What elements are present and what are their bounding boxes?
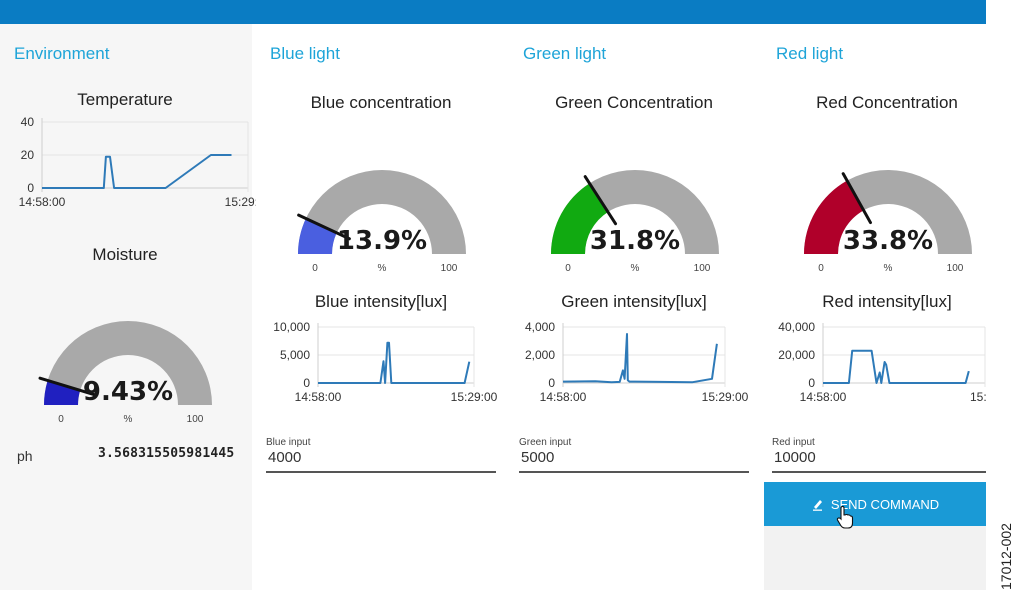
gauge-min-label: 0 [818, 263, 824, 274]
group-title-environment: Environment [14, 44, 110, 63]
gauge-needle [38, 376, 96, 396]
moisture-title: Moisture [92, 245, 158, 264]
green-input-wrap: Green input [519, 437, 749, 473]
ph-label: ph [17, 448, 33, 464]
red-concentration-title: Red Concentration [816, 93, 958, 112]
gauge-fill [804, 180, 864, 254]
red-intensity-title: Red intensity[lux] [822, 292, 952, 311]
x-tick-label: 14:58:00 [800, 390, 847, 404]
gauge-value: 13.9% [337, 226, 427, 256]
y-tick-label: 5,000 [280, 348, 310, 362]
blue-input-wrap: Blue input [266, 437, 496, 473]
gauge-fill [44, 380, 81, 405]
green-intensity-title: Green intensity[lux] [561, 292, 707, 311]
red-input[interactable] [774, 449, 986, 466]
x-tick-label: 14:58:00 [540, 390, 587, 404]
green-light-group: Green light Green Concentration 31.8% 0% 1… [509, 24, 759, 590]
gauge-min-label: 0 [565, 263, 571, 274]
y-tick-label: 0 [27, 181, 34, 195]
gauge-min-label: 0 [58, 414, 64, 425]
x-tick-label: 15:29:00 [702, 390, 749, 404]
y-tick-label: 2,000 [525, 348, 555, 362]
gauge-min-label: 0 [312, 263, 318, 274]
gauge-max-label: 100 [947, 263, 964, 274]
hand-cursor-icon [836, 506, 854, 529]
series-line [42, 154, 232, 189]
environment-group: Environment Temperature 40 20 0 14:58:00 15:… [0, 24, 272, 590]
gauge-value: 9.43% [83, 377, 173, 407]
gauge-max-label: 100 [187, 414, 204, 425]
y-tick-label: 0 [808, 376, 815, 390]
gauge-value: 31.8% [590, 226, 680, 256]
y-tick-label: 20,000 [778, 348, 815, 362]
y-tick-label: 10,000 [273, 320, 310, 334]
x-tick-label: 15:29:00 [451, 390, 498, 404]
header-bar [0, 0, 986, 24]
group-title-red: Red light [776, 44, 844, 63]
green-input-label: Green input [519, 437, 572, 448]
gauge-unit-label: % [378, 263, 387, 274]
blue-concentration-gauge: 13.9% 0% 100 [297, 170, 466, 274]
y-tick-label: 0 [303, 376, 310, 390]
x-tick-label: 14:58:00 [295, 390, 342, 404]
x-tick-label: 15:29 [970, 390, 986, 404]
pencil-icon [812, 500, 822, 511]
group-title-blue: Blue light [270, 44, 340, 63]
y-tick-label: 20 [21, 148, 35, 162]
gauge-needle [583, 175, 618, 226]
gauge-fill [551, 183, 608, 254]
green-concentration-gauge: 31.8% 0% 100 [551, 170, 719, 274]
gauge-unit-label: % [124, 414, 133, 425]
series-line [562, 333, 718, 384]
send-command-button[interactable]: SEND COMMAND [764, 482, 986, 526]
series-line [318, 341, 471, 384]
gauge-max-label: 100 [694, 263, 711, 274]
blue-intensity-title: Blue intensity[lux] [314, 292, 448, 311]
gauge-unit-label: % [631, 263, 640, 274]
group-title-green: Green light [523, 44, 607, 63]
y-tick-label: 0 [548, 376, 555, 390]
button-shadow-area [764, 526, 986, 590]
x-tick-label: 14:58:00 [19, 195, 66, 209]
gauge-fill [298, 218, 337, 254]
y-tick-label: 4,000 [525, 320, 555, 334]
send-command-label: SEND COMMAND [830, 496, 940, 512]
green-concentration-title: Green Concentration [555, 93, 713, 112]
gauge-unit-label: % [884, 263, 893, 274]
gauge-needle [841, 172, 872, 225]
y-tick-label: 40,000 [778, 320, 815, 334]
blue-input[interactable] [268, 449, 488, 466]
green-intensity-chart: 4,000 2,000 014:58:00 15:29:00 [525, 320, 749, 404]
y-tick-label: 40 [21, 115, 35, 129]
blue-concentration-title: Blue concentration [310, 93, 452, 112]
temperature-title: Temperature [77, 90, 173, 109]
blue-light-group: Blue light Blue concentration 13.9% 0% 100… [256, 24, 506, 590]
series-line [823, 349, 970, 384]
green-input[interactable] [521, 449, 741, 466]
gauge-track [44, 321, 212, 405]
red-input-label: Red input [772, 437, 815, 448]
gauge-max-label: 100 [441, 263, 458, 274]
red-input-wrap: Red input [772, 437, 986, 473]
red-intensity-chart: 40,000 20,000 014:58:00 15:29 [778, 320, 986, 404]
blue-intensity-chart: 10,000 5,000 014:58:00 15:29:00 [273, 320, 498, 404]
ph-value: 3.568315505981445 [98, 446, 235, 461]
gauge-value: 33.8% [843, 226, 933, 256]
moisture-gauge: 9.43% 0% 100 [38, 321, 212, 425]
gauge-needle [297, 213, 351, 241]
red-concentration-gauge: 33.8% 0% 100 [804, 170, 972, 274]
blue-input-label: Blue input [266, 437, 311, 448]
figure-label: 17012-002 [998, 523, 1014, 590]
gauge-track [298, 170, 466, 254]
